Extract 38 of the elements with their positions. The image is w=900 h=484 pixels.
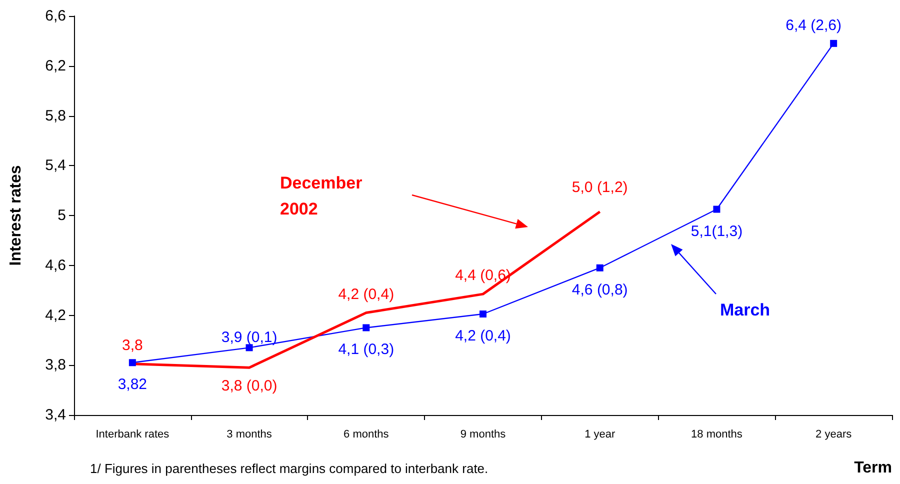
x-tick-label: 18 months xyxy=(691,428,743,440)
y-tick-label: 5,4 xyxy=(45,157,66,174)
y-tick-label: 3,8 xyxy=(45,356,66,374)
text: 1/ Figures in parentheses reflect margins compared to interbank rate. xyxy=(90,461,488,476)
data-label: 5,0 (1,2) xyxy=(572,178,628,196)
text: March xyxy=(720,300,770,320)
x-axis-title: Term xyxy=(854,460,892,476)
data-label: 4,6 (0,8) xyxy=(572,281,628,298)
data-label: 4,1 (0,3) xyxy=(338,341,394,358)
data-label: 3,8 (0,0) xyxy=(221,378,278,395)
y-tick-label: 4,6 xyxy=(45,256,66,274)
x-tick-label: 3 months xyxy=(226,428,272,440)
y-tick-label: 4,2 xyxy=(45,306,66,324)
point xyxy=(830,40,838,47)
point xyxy=(128,359,136,366)
data-label: 3,9 (0,1) xyxy=(221,329,278,346)
x-tick-label: 1 year xyxy=(584,428,616,440)
point xyxy=(713,206,720,213)
y-tick-label: 6,6 xyxy=(45,8,66,24)
x-tick-label: 9 months xyxy=(460,428,506,440)
y-tick-label: 5 xyxy=(58,207,66,224)
point xyxy=(596,264,604,272)
data-label: 3,82 xyxy=(118,376,148,394)
point xyxy=(362,324,370,332)
data-label: 3,8 xyxy=(122,336,143,354)
x-tick-label: 2 years xyxy=(816,428,852,440)
point xyxy=(480,310,486,318)
data-label: 6,4 (2,6) xyxy=(786,16,842,34)
y-tick-label: 5,8 xyxy=(45,107,66,124)
x-tick-label: Interbank rates xyxy=(96,428,170,440)
y-tick-label: 6,2 xyxy=(45,57,66,74)
data-label: 4,2 (0,4) xyxy=(338,286,394,303)
y-axis-title: Interest rates xyxy=(8,165,24,266)
y-tick-label: 3,4 xyxy=(45,406,66,424)
data-label: 4,2 (0,4) xyxy=(455,328,511,345)
data-label: 5,1(1,3) xyxy=(690,222,743,240)
text: December 2002 xyxy=(280,174,367,218)
x-tick-label: 6 months xyxy=(344,428,390,440)
